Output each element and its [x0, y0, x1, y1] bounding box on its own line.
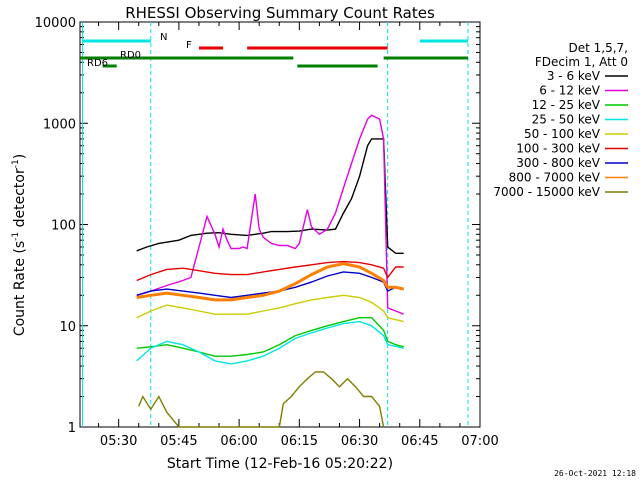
x-tick-label: 06:45 — [401, 434, 438, 449]
legend-entry-label: 12 - 25 keV — [532, 98, 601, 112]
x-tick-label: 05:30 — [100, 434, 137, 449]
legend-entry-label: 3 - 6 keV — [547, 69, 601, 83]
y-tick-label: 1 — [68, 421, 76, 436]
flag-label: F — [186, 40, 192, 51]
legend-entry-label: 100 - 300 keV — [516, 142, 600, 156]
x-tick-label: 06:15 — [281, 434, 318, 449]
axis-ticks — [80, 21, 481, 428]
legend-entry-label: 800 - 7000 keV — [509, 171, 601, 185]
series-line — [136, 262, 405, 302]
series-line — [136, 114, 404, 315]
legend-entry-label: 50 - 100 keV — [524, 127, 601, 141]
series-line — [136, 320, 404, 365]
y-tick-label: 100 — [51, 219, 76, 234]
x-tick-label: 07:00 — [461, 434, 498, 449]
legend-entry-label: 7000 - 15000 keV — [493, 185, 600, 199]
flag-label: RD0 — [120, 50, 141, 61]
series-line — [136, 271, 404, 299]
series-line — [136, 317, 404, 357]
generated-timestamp: 26-Oct-2021 12:18 — [554, 469, 636, 478]
x-tick-label: 06:30 — [341, 434, 378, 449]
y-tick-label: 10 — [59, 320, 76, 335]
chart-title: RHESSI Observing Summary Count Rates — [125, 4, 435, 22]
y-tick-labels: 1 10 100 1000 10000 — [35, 16, 76, 436]
flag-label: RD6 — [87, 58, 108, 69]
x-tick-labels: 05:30 05:45 06:00 06:15 06:30 06:45 07:00 — [100, 434, 499, 449]
legend-entry-label: 6 - 12 keV — [539, 84, 601, 98]
flag-label: N — [160, 32, 167, 43]
legend-header-decimation: FDecim 1, Att 0 — [535, 55, 628, 69]
y-tick-label: 1000 — [43, 117, 76, 132]
series-line — [136, 138, 404, 255]
flag-bars: N F RD0 RD6 — [80, 32, 468, 69]
series-line — [138, 371, 385, 428]
x-tick-label: 05:45 — [160, 434, 197, 449]
legend-entry-label: 25 - 50 keV — [532, 113, 601, 127]
series-line — [136, 294, 404, 323]
legend-header-detectors: Det 1,5,7, — [569, 41, 629, 55]
plot-area: N F RD0 RD6 — [79, 21, 481, 428]
x-tick-label: 06:00 — [220, 434, 257, 449]
y-axis-label: Count Rate (s-1 detector-1) — [11, 154, 28, 336]
series-lines — [136, 114, 405, 428]
x-axis-label: Start Time (12-Feb-16 05:20:22) — [167, 456, 393, 472]
legend-entry-label: 300 - 800 keV — [516, 156, 600, 170]
y-tick-label: 10000 — [35, 16, 76, 31]
night-lines — [82, 22, 469, 427]
series-line — [136, 260, 404, 282]
